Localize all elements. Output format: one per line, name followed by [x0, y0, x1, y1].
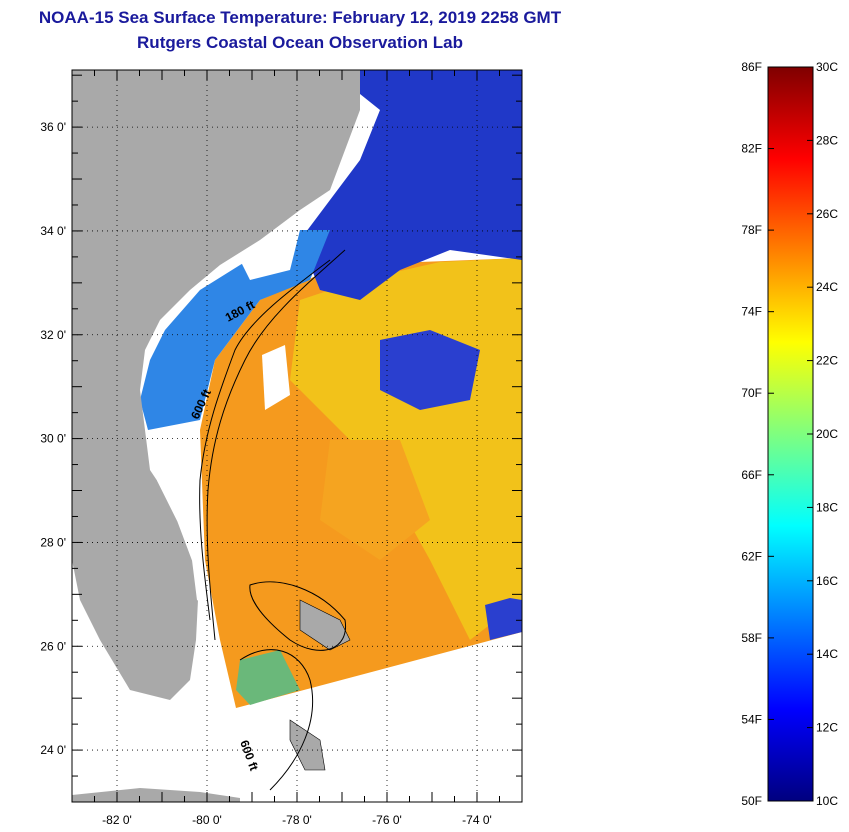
- isobath-180ft: [199, 259, 331, 621]
- latitude-label: 28 0': [40, 535, 66, 549]
- land-cuba: [72, 788, 240, 802]
- latitude-label: 36 0': [40, 120, 66, 134]
- colorbar-label-c: 26C: [816, 207, 838, 221]
- latitude-label: 32 0': [40, 328, 66, 342]
- colorbar-label-f: 74F: [741, 305, 762, 319]
- latitude-label: 26 0': [40, 639, 66, 653]
- colorbar-label-f: 82F: [741, 142, 762, 156]
- latitude-labels: 36 0' 34 0' 32 0' 30 0' 28 0' 26 0' 24 0': [40, 120, 66, 757]
- coast-shelf: [147, 439, 203, 601]
- map-content: 180 ft 600 ft 600 ft: [72, 70, 522, 802]
- longitude-label: -82 0': [102, 813, 132, 827]
- colorbar-label-f: 50F: [741, 794, 762, 808]
- sst-coastal-band: [140, 230, 330, 430]
- colorbar-celsius-labels: 30C 28C 26C 24C 22C 20C 18C 16C 14C 12C 10C: [807, 60, 838, 808]
- longitude-labels: -82 0' -80 0' -78 0' -76 0' -74 0': [102, 813, 492, 827]
- colorbar-label-c: 14C: [816, 647, 838, 661]
- isobath-bahamas: [249, 581, 346, 651]
- longitude-label: -78 0': [282, 813, 312, 827]
- colorbar-label-c: 12C: [816, 721, 838, 735]
- sst-patch-orange-1: [320, 440, 430, 560]
- sst-cold-east: [380, 330, 480, 410]
- longitude-label: -76 0': [372, 813, 402, 827]
- colorbar-label-f: 86F: [741, 60, 762, 74]
- colorbar-label-c: 18C: [816, 500, 838, 514]
- longitude-label: -80 0': [192, 813, 222, 827]
- colorbar-label-c: 28C: [816, 133, 838, 147]
- isobath-600ft: [206, 249, 346, 641]
- gridlines: [72, 70, 522, 802]
- sst-green-bahamas: [236, 650, 300, 705]
- axis-ticks: [72, 70, 522, 802]
- colorbar-label-c: 10C: [816, 794, 838, 808]
- land-southeast-us: [72, 70, 360, 700]
- colorbar-label-f: 54F: [741, 712, 762, 726]
- colorbar-label-c: 24C: [816, 280, 838, 294]
- title-line-2: Rutgers Coastal Ocean Observation Lab: [137, 33, 463, 52]
- colorbar-label-c: 16C: [816, 574, 838, 588]
- colorbar-label-c: 22C: [816, 354, 838, 368]
- colorbar-label-f: 62F: [741, 549, 762, 563]
- colorbar-label-f: 66F: [741, 468, 762, 482]
- latitude-label: 30 0': [40, 432, 66, 446]
- land-bahamas-2: [289, 719, 326, 771]
- colorbar: [767, 66, 814, 802]
- latitude-label: 24 0': [40, 743, 66, 757]
- title-line-1: NOAA-15 Sea Surface Temperature: Februar…: [38, 8, 562, 27]
- land-bahamas-1: [299, 599, 351, 651]
- colorbar-fahrenheit-labels: 86F 82F 78F 74F 70F 66F 62F 58F 54F 50F: [741, 60, 774, 808]
- colorbar-label-f: 58F: [741, 631, 762, 645]
- sst-cold-north: [300, 70, 522, 300]
- longitude-label: -74 0': [462, 813, 492, 827]
- colorbar-label-f: 78F: [741, 223, 762, 237]
- isobath-south: [239, 649, 314, 791]
- cloud-gap-2: [262, 345, 290, 410]
- latitude-label: 34 0': [40, 224, 66, 238]
- colorbar-label-f: 70F: [741, 386, 762, 400]
- colorbar-label-c: 20C: [816, 427, 838, 441]
- sst-cold-southeast: [485, 598, 522, 640]
- colorbar-label-c: 30C: [816, 60, 838, 74]
